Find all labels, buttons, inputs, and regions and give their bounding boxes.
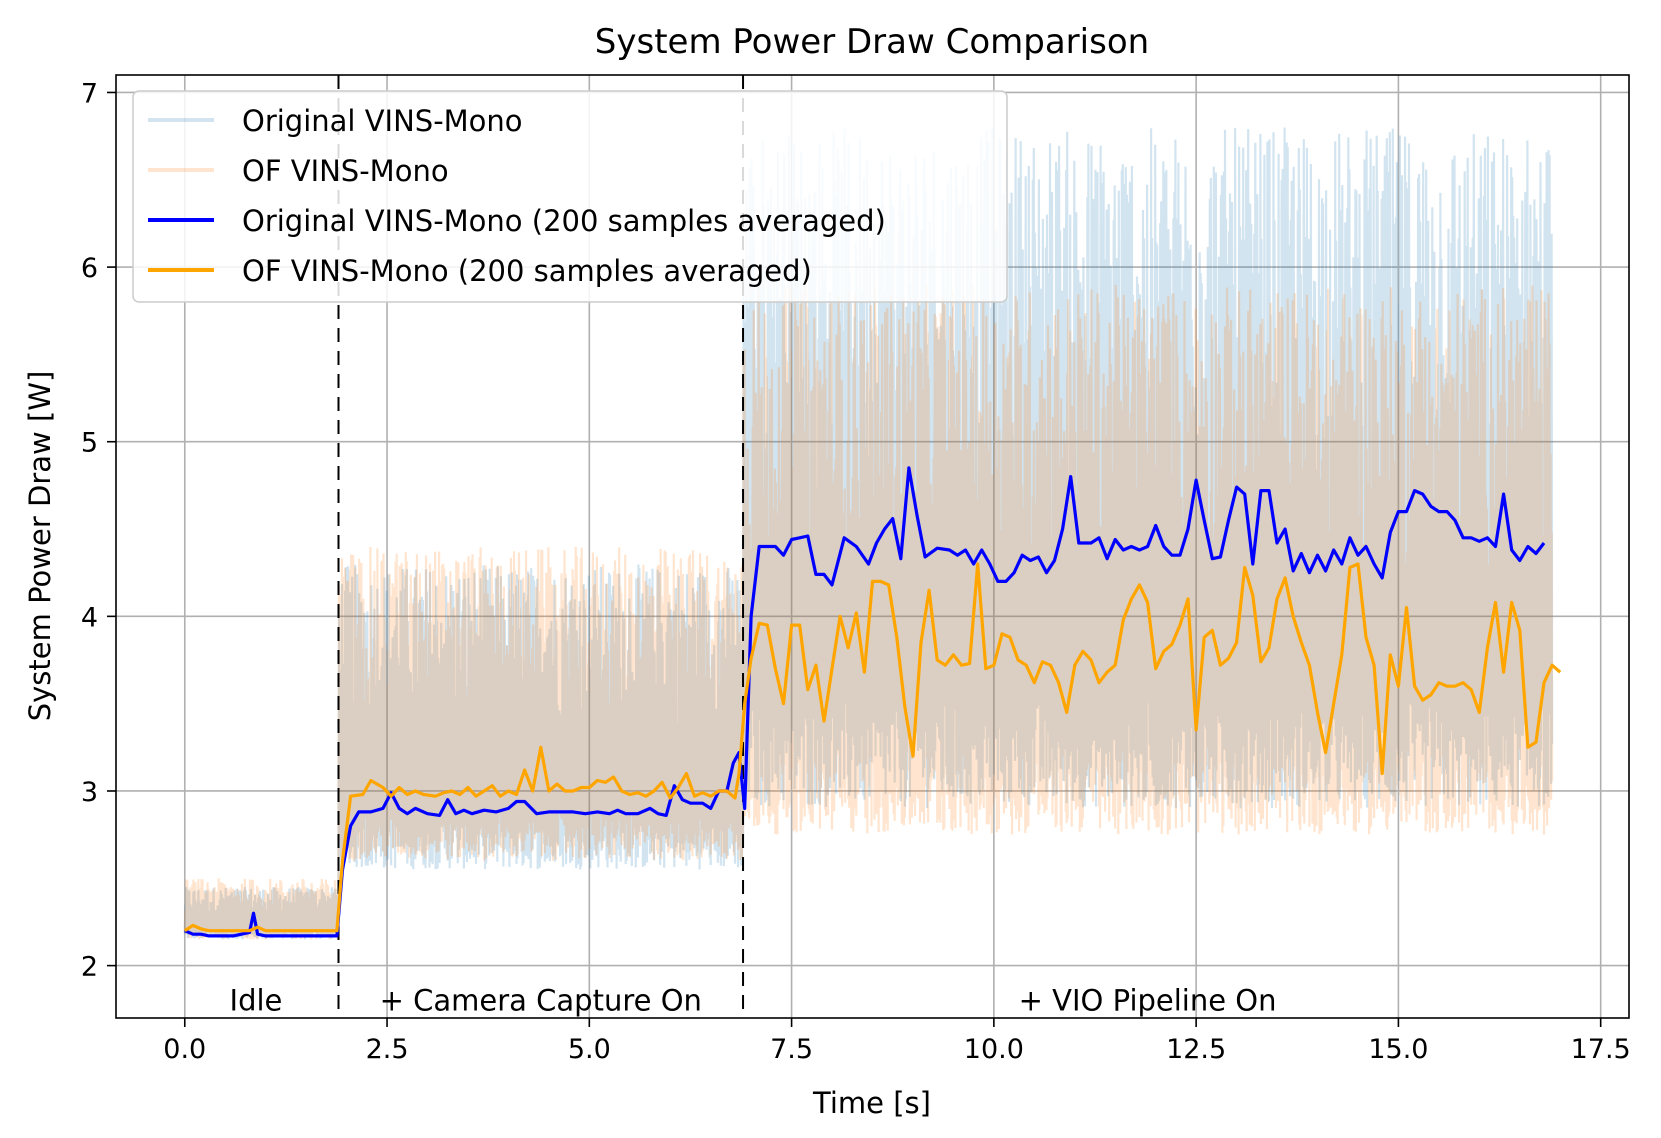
phase-boundaries bbox=[337, 75, 745, 1018]
x-axis-label: Time [s] bbox=[812, 1086, 931, 1120]
series-line-of-vins-mono-200-samples-averaged bbox=[183, 562, 1562, 933]
phase-label: + Camera Capture On bbox=[380, 984, 702, 1018]
series-line-original-vins-mono-200-samples-averaged bbox=[184, 466, 1546, 938]
y-tick-label: 2 bbox=[81, 952, 98, 983]
x-tick-label: 15.0 bbox=[1368, 1034, 1428, 1065]
legend-label-of-raw: OF VINS-Mono bbox=[242, 154, 449, 188]
x-tick-label: 7.5 bbox=[770, 1034, 813, 1065]
y-tick-label: 4 bbox=[81, 602, 98, 633]
raw-power-bands bbox=[183, 127, 1554, 940]
raw-band-original-vins-mono bbox=[183, 127, 1554, 940]
averaged-series bbox=[183, 466, 1562, 938]
legend-label-original-raw: Original VINS-Mono bbox=[242, 104, 523, 138]
legend-box bbox=[132, 90, 1008, 303]
phase-label: Idle bbox=[230, 984, 283, 1018]
y-axis-ticks: 2 3 4 5 6 7 bbox=[81, 78, 116, 983]
x-tick-label: 0.0 bbox=[163, 1034, 206, 1065]
x-tick-label: 2.5 bbox=[366, 1034, 409, 1065]
phase-labels: Idle + Camera Capture On + VIO Pipeline On bbox=[230, 984, 1277, 1018]
y-tick-label: 3 bbox=[81, 777, 98, 808]
y-tick-label: 7 bbox=[81, 78, 98, 109]
x-tick-label: 10.0 bbox=[964, 1034, 1024, 1065]
x-tick-label: 5.0 bbox=[568, 1034, 611, 1065]
raw-band-of-vins-mono bbox=[183, 284, 1554, 940]
y-tick-label: 6 bbox=[81, 253, 98, 284]
x-tick-label: 12.5 bbox=[1166, 1034, 1226, 1065]
chart-title: System Power Draw Comparison bbox=[595, 22, 1149, 62]
phase-label: + VIO Pipeline On bbox=[1019, 984, 1277, 1018]
legend-label-original-avg: Original VINS-Mono (200 samples averaged… bbox=[242, 204, 886, 238]
legend-label-of-avg: OF VINS-Mono (200 samples averaged) bbox=[242, 254, 812, 288]
y-tick-label: 5 bbox=[81, 428, 98, 459]
legend: Original VINS-Mono OF VINS-Mono Original… bbox=[132, 90, 1008, 303]
x-axis-ticks: 0.0 2.5 5.0 7.5 10.0 12.5 15.0 17.5 bbox=[163, 1018, 1631, 1065]
y-axis-label: System Power Draw [W] bbox=[23, 371, 57, 722]
plot-frame bbox=[115, 74, 1630, 1019]
x-tick-label: 17.5 bbox=[1571, 1034, 1631, 1065]
